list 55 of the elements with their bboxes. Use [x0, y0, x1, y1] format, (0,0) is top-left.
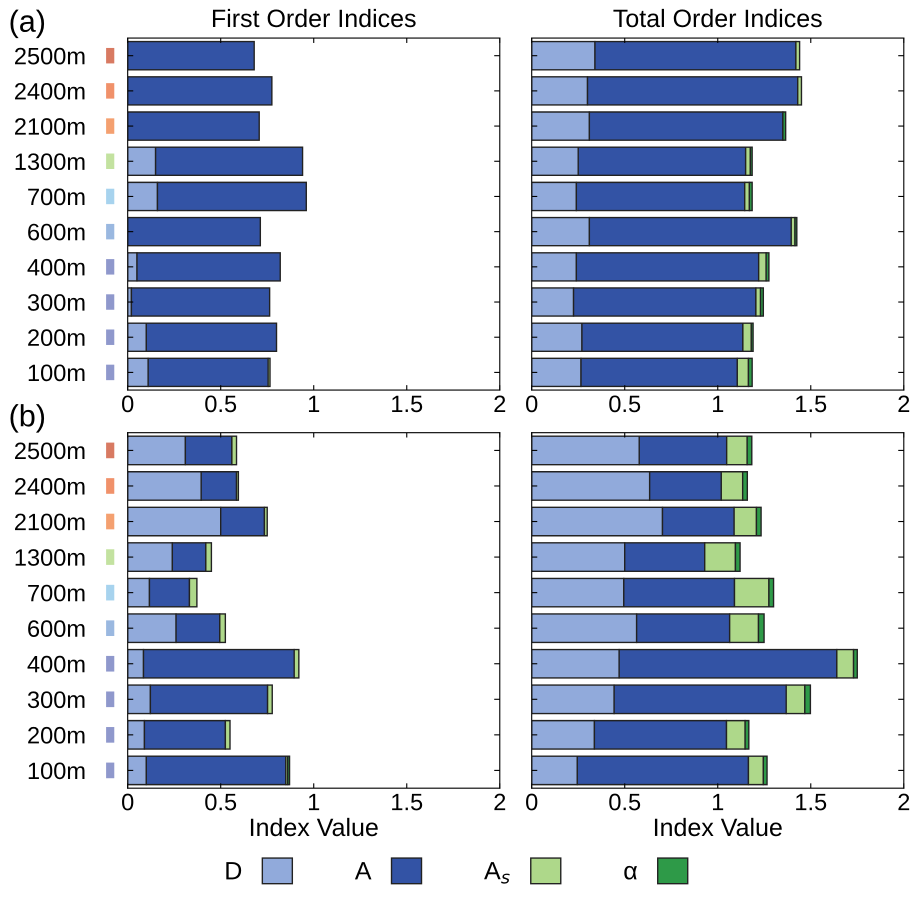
x-tick-label: 2	[494, 395, 506, 412]
y-tick-label: 300m	[28, 294, 84, 311]
x-tick-label: 0	[122, 395, 134, 412]
x-tick-label: 0	[526, 794, 538, 810]
bar	[128, 40, 255, 70]
y-tick-label: 300m	[28, 691, 84, 708]
x-tick-label: 2	[898, 794, 910, 810]
y-tick-label: 2400m	[15, 478, 84, 495]
y-tick-label: 1300m	[16, 549, 84, 566]
y-tick-label: 200m	[28, 329, 84, 346]
x-tick-label: 1	[308, 794, 320, 810]
x-tick-label: 1.5	[392, 396, 422, 412]
bar	[128, 216, 262, 246]
y-tick-label: 2400m	[15, 82, 84, 100]
x-tick-label: 1.5	[796, 396, 826, 412]
y-tick-label: 2500m	[15, 48, 84, 64]
bar	[130, 287, 270, 317]
bar	[128, 111, 260, 141]
x-axis-title: Index Value	[654, 818, 782, 836]
x-tick-label: 2	[494, 794, 506, 810]
legend-label: A$_{s}$	[484, 862, 510, 884]
y-tick-label: 2100m	[15, 514, 84, 530]
y-tick-label: 2500m	[15, 442, 84, 460]
x-tick-label: 0	[526, 395, 538, 412]
x-tick-label: 2	[898, 395, 910, 412]
y-tick-label: 2100m	[15, 118, 84, 135]
x-tick-label: 1	[308, 396, 320, 412]
bar	[128, 76, 273, 106]
x-tick-label: 0.5	[205, 395, 236, 412]
x-tick-label: 0.5	[609, 395, 640, 412]
y-tick-label: 1300m	[16, 153, 84, 170]
legend-label: α	[624, 866, 637, 880]
y-tick-label: 700m	[28, 188, 84, 206]
x-tick-label: 1	[712, 396, 724, 412]
text: (b)	[10, 404, 44, 433]
y-tick-label: 400m	[28, 258, 84, 276]
y-tick-label: 100m	[28, 762, 84, 780]
legend-label: D	[226, 862, 242, 880]
y-tick-label: 600m	[28, 224, 84, 240]
y-tick-label: 700m	[28, 584, 84, 602]
chart-title: First Order Indices	[212, 8, 416, 28]
y-tick-label: 400m	[28, 656, 84, 673]
y-tick-label: 200m	[28, 726, 84, 744]
x-tick-label: 1.5	[796, 794, 826, 810]
x-tick-label: 0	[122, 794, 134, 810]
chart-title: Total Order Indices	[613, 8, 822, 28]
y-tick-label: 600m	[28, 620, 84, 637]
x-tick-label: 0.5	[205, 794, 236, 810]
x-axis-title: Index Value	[250, 818, 378, 836]
legend-label: A	[354, 862, 372, 880]
y-tick-label: 100m	[28, 364, 84, 382]
text: (a)	[10, 10, 44, 38]
x-tick-label: 0.5	[609, 794, 640, 810]
x-tick-label: 1.5	[392, 794, 422, 810]
x-tick-label: 1	[712, 794, 724, 810]
